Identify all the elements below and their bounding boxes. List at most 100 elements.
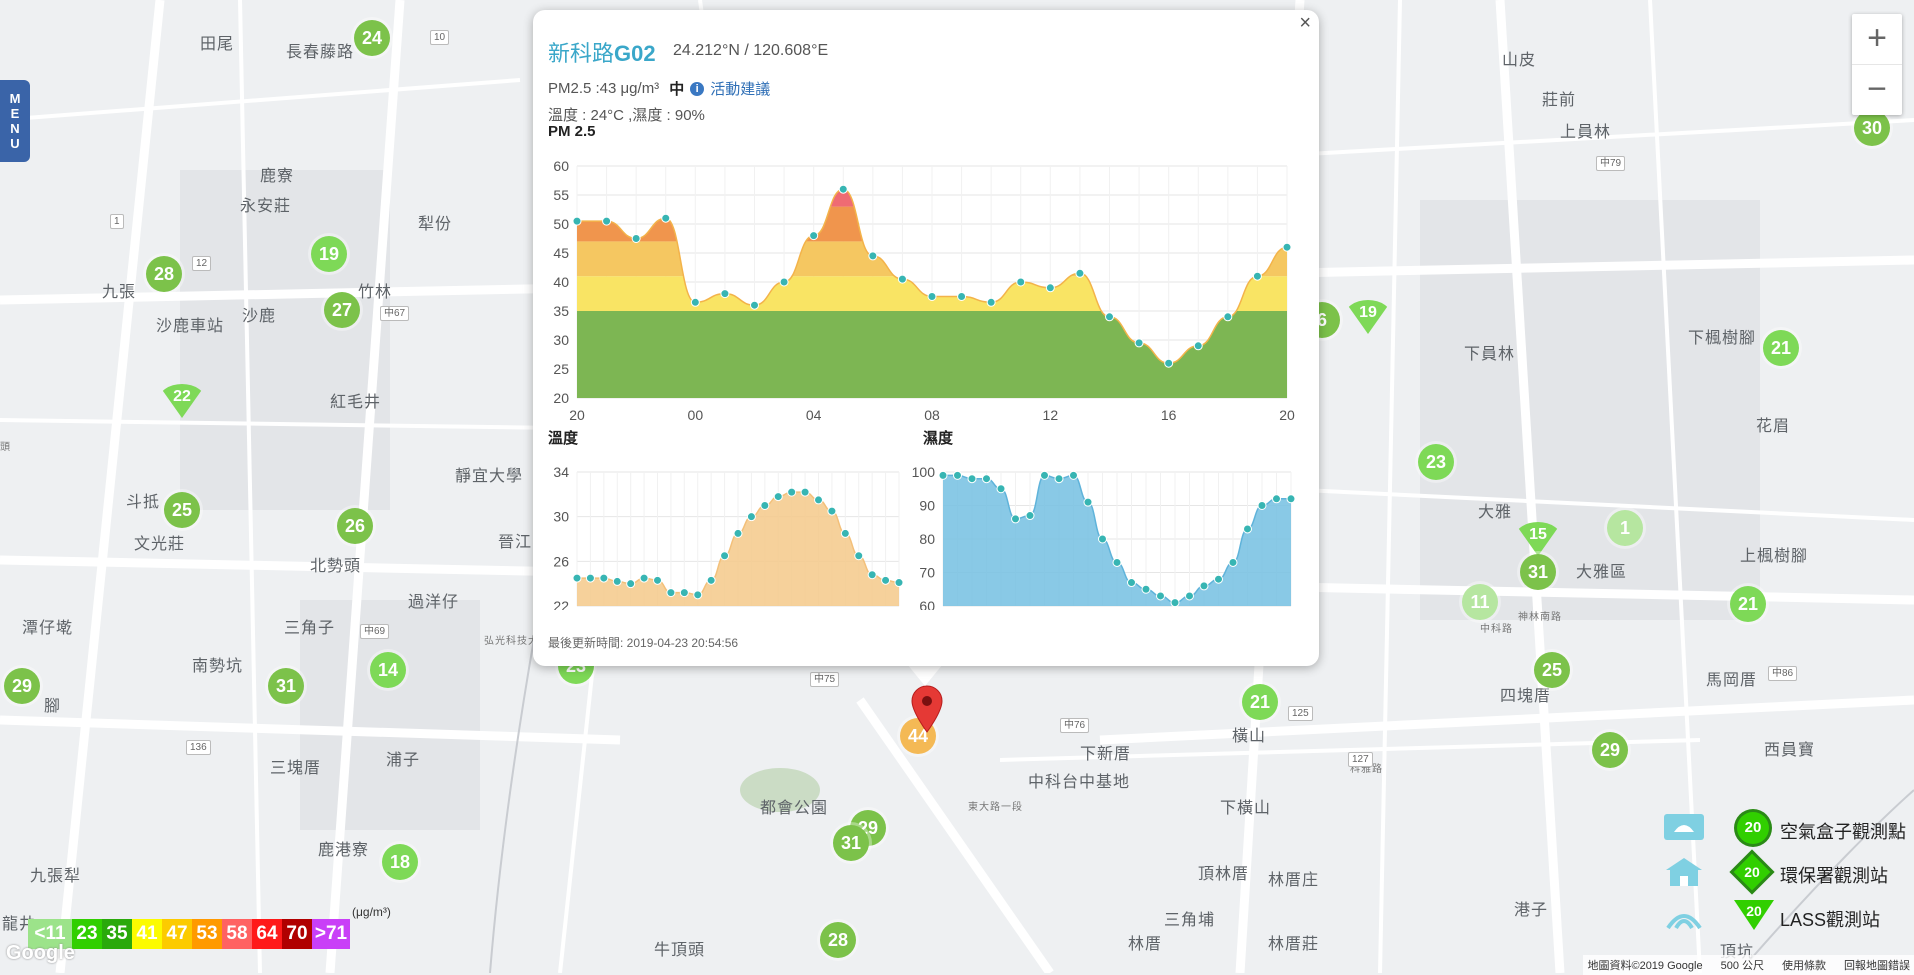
data-point[interactable] (957, 292, 967, 301)
sensor-marker[interactable]: 21 (1763, 330, 1799, 366)
data-point[interactable] (996, 484, 1006, 494)
data-point[interactable] (706, 575, 716, 585)
data-point[interactable] (690, 297, 700, 307)
data-point[interactable] (982, 474, 991, 484)
data-point[interactable] (838, 184, 848, 194)
data-point[interactable] (1054, 474, 1064, 484)
terms-link[interactable]: 使用條款 (1782, 960, 1826, 972)
sensor-marker[interactable]: 24 (354, 20, 390, 56)
lass-station-marker[interactable]: 22 (158, 384, 206, 418)
data-point[interactable] (897, 274, 907, 284)
data-point[interactable] (1040, 470, 1049, 480)
data-point[interactable] (1282, 242, 1292, 252)
data-point[interactable] (1228, 557, 1238, 567)
data-point[interactable] (1069, 470, 1078, 480)
data-point[interactable] (840, 528, 850, 538)
data-point[interactable] (1141, 584, 1151, 594)
data-point[interactable] (750, 300, 759, 310)
data-point[interactable] (773, 492, 783, 502)
data-point[interactable] (720, 289, 730, 299)
data-point[interactable] (1185, 591, 1194, 601)
lass-station-marker[interactable]: 15 (1514, 522, 1562, 556)
sensor-marker[interactable]: 21 (1242, 684, 1278, 720)
close-button[interactable]: × (1299, 12, 1311, 34)
data-point[interactable] (1170, 598, 1180, 608)
sensor-marker[interactable]: 21 (1730, 586, 1766, 622)
sensor-marker[interactable]: 14 (370, 652, 406, 688)
data-point[interactable] (599, 573, 609, 583)
data-point[interactable] (953, 470, 962, 480)
data-point[interactable] (661, 213, 671, 223)
data-point[interactable] (746, 512, 756, 522)
data-point[interactable] (814, 495, 823, 505)
data-point[interactable] (927, 292, 937, 301)
data-point[interactable] (867, 570, 877, 580)
sensor-marker[interactable]: 19 (311, 236, 347, 272)
sensor-marker[interactable]: 11 (1462, 584, 1498, 620)
data-point[interactable] (1252, 271, 1262, 281)
menu-button[interactable]: M E N U (0, 80, 30, 162)
data-point[interactable] (854, 551, 864, 561)
data-point[interactable] (733, 528, 743, 538)
sensor-marker[interactable]: 27 (324, 292, 360, 328)
zoom-in-button[interactable]: + (1867, 19, 1887, 57)
data-point[interactable] (1272, 494, 1281, 504)
data-point[interactable] (693, 590, 703, 600)
data-point[interactable] (585, 573, 595, 583)
data-point[interactable] (868, 251, 878, 261)
data-point[interactable] (1025, 511, 1035, 521)
sensor-marker[interactable]: 1 (1607, 510, 1643, 546)
sensor-marker[interactable]: 29 (4, 668, 40, 704)
sensor-marker[interactable]: 23 (1418, 444, 1454, 480)
data-point[interactable] (800, 487, 810, 497)
sensor-marker[interactable]: 28 (820, 922, 856, 958)
lass-station-marker[interactable]: 19 (1344, 300, 1392, 334)
data-point[interactable] (1045, 283, 1055, 293)
data-point[interactable] (1098, 534, 1107, 544)
sensor-marker[interactable]: 28 (146, 256, 182, 292)
data-point[interactable] (1156, 591, 1165, 601)
sensor-marker[interactable]: 31 (268, 668, 304, 704)
data-point[interactable] (986, 297, 996, 307)
data-point[interactable] (631, 234, 641, 243)
activity-advice-link[interactable]: 活動建議 (710, 81, 771, 98)
data-point[interactable] (653, 575, 662, 585)
data-point[interactable] (1011, 514, 1020, 524)
data-point[interactable] (1286, 494, 1296, 504)
data-point[interactable] (787, 487, 797, 497)
data-point[interactable] (572, 573, 582, 583)
sensor-marker[interactable]: 26 (337, 508, 373, 544)
data-point[interactable] (572, 216, 582, 226)
data-point[interactable] (666, 588, 676, 598)
data-point[interactable] (1243, 524, 1252, 534)
sensor-marker[interactable]: 18 (382, 844, 418, 880)
data-point[interactable] (1223, 312, 1233, 322)
data-point[interactable] (1134, 338, 1144, 348)
data-point[interactable] (639, 573, 649, 583)
data-point[interactable] (1257, 501, 1267, 510)
sensor-marker[interactable]: 31 (1520, 554, 1556, 590)
data-point[interactable] (626, 579, 636, 589)
data-point[interactable] (1112, 557, 1122, 567)
zoom-out-button[interactable]: − (1852, 64, 1902, 115)
sensor-marker[interactable]: 25 (164, 492, 200, 528)
data-point[interactable] (827, 506, 837, 516)
data-point[interactable] (612, 576, 622, 586)
data-point[interactable] (679, 588, 689, 598)
data-point[interactable] (1075, 268, 1085, 278)
data-point[interactable] (1016, 277, 1026, 287)
data-point[interactable] (1105, 312, 1114, 322)
data-point[interactable] (1127, 578, 1136, 588)
info-icon[interactable]: i (690, 81, 705, 96)
sensor-marker[interactable]: 25 (1534, 652, 1570, 688)
data-point[interactable] (938, 470, 948, 480)
report-error-link[interactable]: 回報地圖錯誤 (1844, 960, 1910, 972)
sensor-marker[interactable]: 31 (833, 825, 869, 861)
data-point[interactable] (1164, 358, 1174, 368)
data-point[interactable] (894, 578, 904, 588)
data-point[interactable] (720, 551, 730, 561)
data-point[interactable] (779, 277, 789, 287)
data-point[interactable] (881, 575, 891, 585)
data-point[interactable] (602, 216, 612, 226)
data-point[interactable] (809, 231, 819, 241)
